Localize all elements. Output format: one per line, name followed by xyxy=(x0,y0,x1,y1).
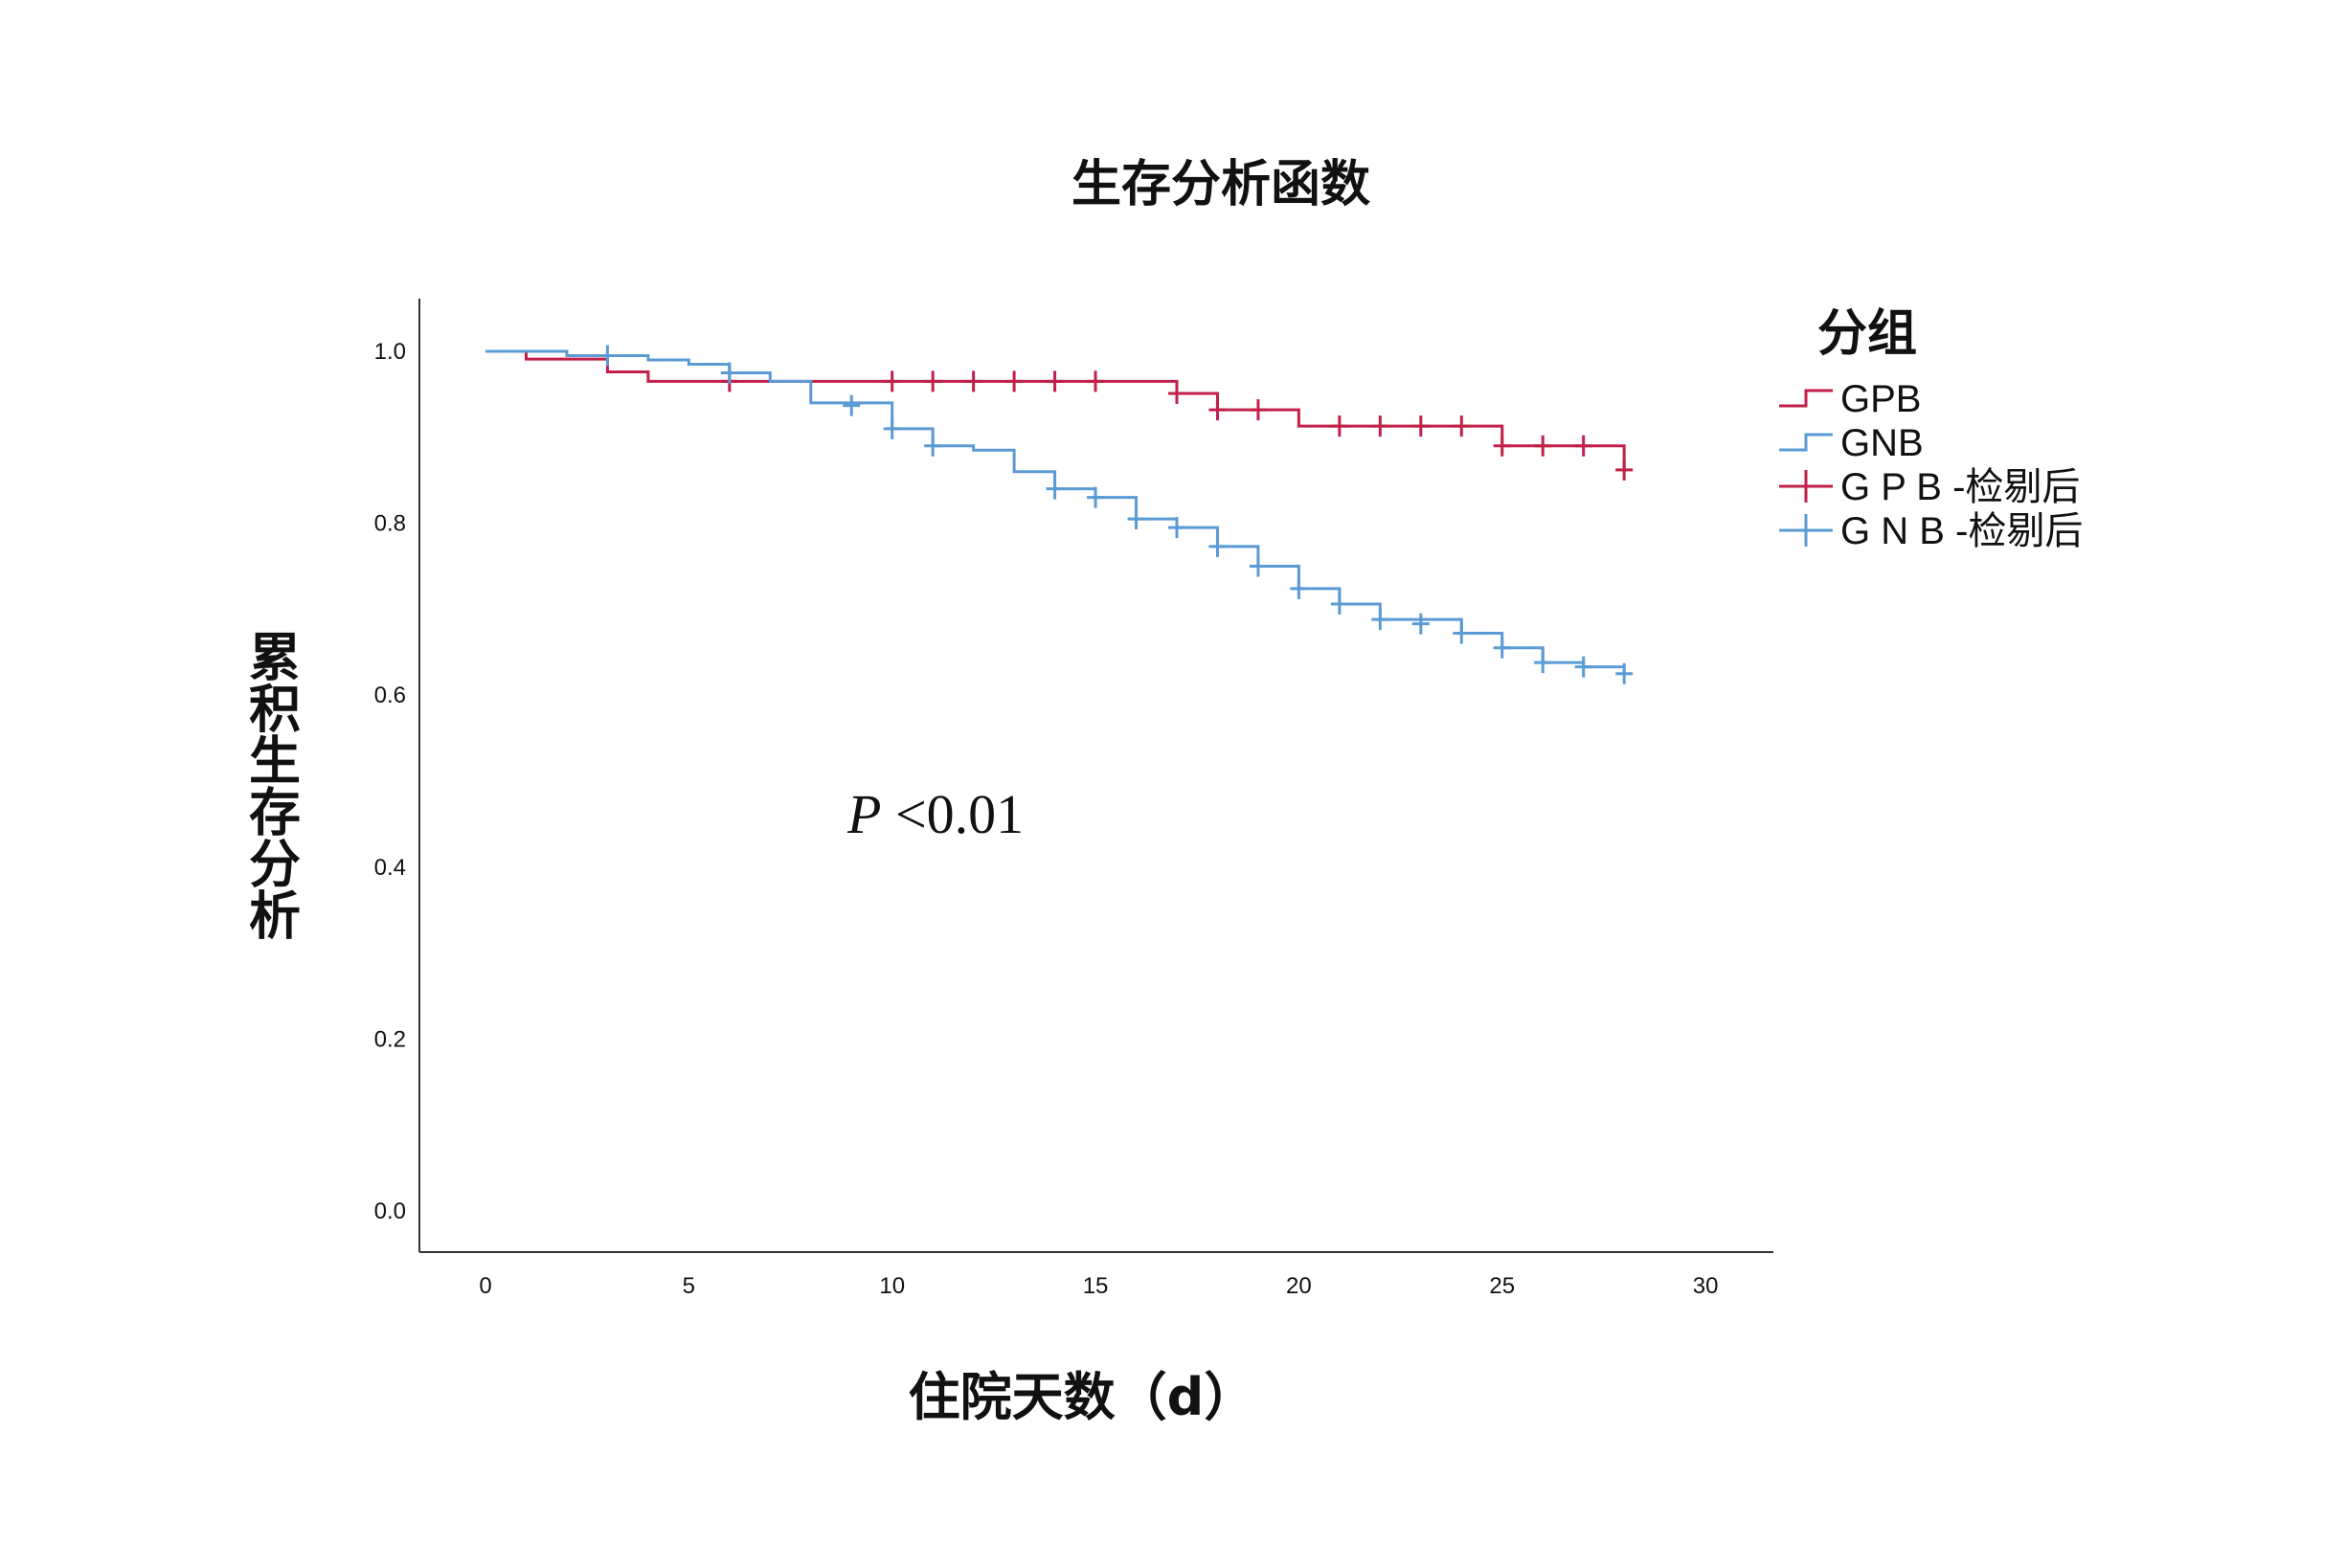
x-tick-label: 15 xyxy=(1083,1273,1109,1299)
legend-label: G N B -检剔后 xyxy=(1840,510,2083,552)
y-tick-label: 0.8 xyxy=(374,511,406,537)
y-tick-label: 1.0 xyxy=(374,339,406,365)
p-value-symbol: P xyxy=(846,783,881,845)
censor-mark xyxy=(883,370,901,392)
censor-mark xyxy=(1411,415,1430,437)
censor-mark xyxy=(924,435,942,457)
censor-mark xyxy=(1127,508,1145,530)
censor-mark xyxy=(1208,399,1227,421)
censor-mark xyxy=(1167,517,1185,539)
legend-label: G P B -检剔后 xyxy=(1840,466,2080,508)
legend-censor-symbol xyxy=(1779,514,1833,547)
legend-item: G P B -检剔后 xyxy=(1779,466,2080,508)
censor-mark xyxy=(1534,652,1552,674)
censor-mark xyxy=(720,362,738,384)
censor-mark xyxy=(1290,577,1308,599)
censor-mark xyxy=(964,370,982,392)
censor-mark xyxy=(1534,435,1552,457)
legend-label: GPB xyxy=(1840,378,1921,420)
censor-mark xyxy=(1615,662,1634,684)
censor-mark xyxy=(1167,383,1185,405)
censor-mark xyxy=(1574,656,1592,678)
legend-label: GNB xyxy=(1840,422,1924,464)
x-tick-label: 20 xyxy=(1286,1273,1312,1299)
censor-mark xyxy=(843,394,861,416)
legend-item: GNB xyxy=(1779,422,1924,464)
censor-mark xyxy=(883,417,901,439)
censor-mark xyxy=(1005,370,1024,392)
chart-title: 生存分析函数 xyxy=(1071,156,1370,213)
series-gnb xyxy=(485,345,1634,684)
censor-mark xyxy=(1411,613,1430,635)
x-tick-label: 5 xyxy=(683,1273,695,1299)
y-tick-label: 0.2 xyxy=(374,1026,406,1052)
x-tick-label: 30 xyxy=(1693,1273,1719,1299)
x-tick-label: 25 xyxy=(1489,1273,1515,1299)
y-axis-title: 累积生存分析 xyxy=(240,630,301,940)
p-value-annotation: P <0.01 xyxy=(846,783,1024,845)
censor-mark xyxy=(1087,486,1105,508)
legend-line-symbol xyxy=(1779,433,1833,452)
censor-mark xyxy=(924,370,942,392)
x-tick-label: 10 xyxy=(879,1273,905,1299)
legend-title: 分组 xyxy=(1817,305,1917,363)
censor-mark xyxy=(1453,622,1471,644)
series-layer xyxy=(485,345,1634,684)
censor-mark xyxy=(1249,555,1267,577)
censor-mark xyxy=(1087,370,1105,392)
censor-mark xyxy=(1046,370,1064,392)
p-value-text: <0.01 xyxy=(881,783,1024,845)
censor-mark xyxy=(598,345,617,367)
x-tick-label: 0 xyxy=(479,1273,491,1299)
censor-mark xyxy=(1330,594,1348,616)
legend-censor-symbol xyxy=(1779,470,1833,503)
censor-mark xyxy=(1493,637,1511,659)
y-tick-label: 0.4 xyxy=(374,855,406,881)
censor-mark xyxy=(1493,435,1511,457)
censor-mark xyxy=(1371,609,1389,631)
censor-mark xyxy=(1046,478,1064,500)
legend-item: G N B -检剔后 xyxy=(1779,510,2083,552)
axes: 0.0 0.2 0.4 0.6 0.8 1.0 0 5 10 15 20 25 30 xyxy=(374,299,1773,1299)
censor-mark xyxy=(1249,399,1267,421)
legend-item: GPB xyxy=(1779,378,1921,420)
censor-mark xyxy=(1453,415,1471,437)
y-tick-label: 0.6 xyxy=(374,683,406,708)
x-axis-title: 住院天数（d） xyxy=(909,1367,1256,1427)
censor-mark xyxy=(1615,459,1634,481)
series-gpb xyxy=(485,349,1634,481)
censor-mark xyxy=(1371,415,1389,437)
legend-line-symbol xyxy=(1779,389,1833,408)
censor-mark xyxy=(1574,435,1592,457)
censor-mark xyxy=(1208,535,1227,557)
y-tick-label: 0.0 xyxy=(374,1198,406,1224)
censor-mark xyxy=(1330,415,1348,437)
